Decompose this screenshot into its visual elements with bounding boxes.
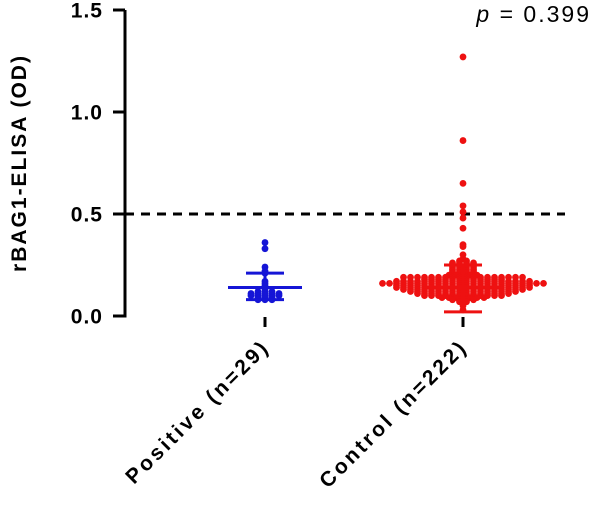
p-value-text: = 0.399 bbox=[491, 1, 591, 27]
data-point bbox=[459, 224, 467, 232]
category-labels: Positive (n=29) Control (n=222) bbox=[121, 335, 472, 492]
data-point bbox=[393, 284, 400, 291]
data-point bbox=[261, 245, 269, 253]
data-point bbox=[526, 284, 533, 291]
data-point bbox=[261, 239, 269, 246]
data-point bbox=[470, 296, 477, 304]
data-point bbox=[459, 53, 467, 61]
data-point bbox=[275, 292, 283, 299]
y-axis bbox=[113, 8, 127, 318]
data-point bbox=[459, 214, 467, 222]
data-point bbox=[400, 286, 407, 293]
data-point bbox=[428, 292, 435, 299]
data-point bbox=[438, 294, 446, 302]
data-point bbox=[459, 202, 467, 210]
y-tick-labels: 0.0 0.5 1.0 1.5 bbox=[71, 0, 103, 329]
data-point bbox=[480, 294, 488, 302]
category-label: Positive (n=29) bbox=[121, 335, 274, 488]
data-point bbox=[491, 292, 498, 299]
y-tick-label: 1.5 bbox=[71, 0, 103, 23]
data-point bbox=[533, 279, 540, 287]
data-point bbox=[519, 286, 526, 293]
category-label: Control (n=222) bbox=[315, 335, 472, 492]
data-point bbox=[379, 279, 386, 287]
data-point bbox=[459, 208, 467, 216]
y-axis-title: rBAG1-ELISA (OD) bbox=[8, 54, 31, 272]
data-point bbox=[449, 296, 456, 304]
p-value-symbol: p bbox=[475, 1, 491, 27]
data-point bbox=[459, 180, 467, 187]
data-point bbox=[498, 292, 505, 299]
y-tick-label: 0.5 bbox=[71, 204, 103, 227]
data-point bbox=[414, 290, 421, 297]
data-point bbox=[407, 288, 414, 295]
data-point bbox=[421, 292, 428, 299]
y-tick-label: 1.0 bbox=[71, 102, 103, 125]
y-tick-label: 0.0 bbox=[71, 306, 103, 329]
data-point bbox=[386, 279, 393, 287]
data-point bbox=[512, 288, 519, 295]
summary-bars bbox=[228, 263, 500, 327]
p-value-annotation: p = 0.399 bbox=[475, 1, 591, 27]
data-point bbox=[505, 290, 512, 297]
data-points bbox=[247, 53, 547, 314]
data-point bbox=[247, 292, 255, 299]
data-point bbox=[459, 243, 467, 251]
data-point bbox=[540, 279, 547, 287]
data-point bbox=[459, 137, 467, 144]
